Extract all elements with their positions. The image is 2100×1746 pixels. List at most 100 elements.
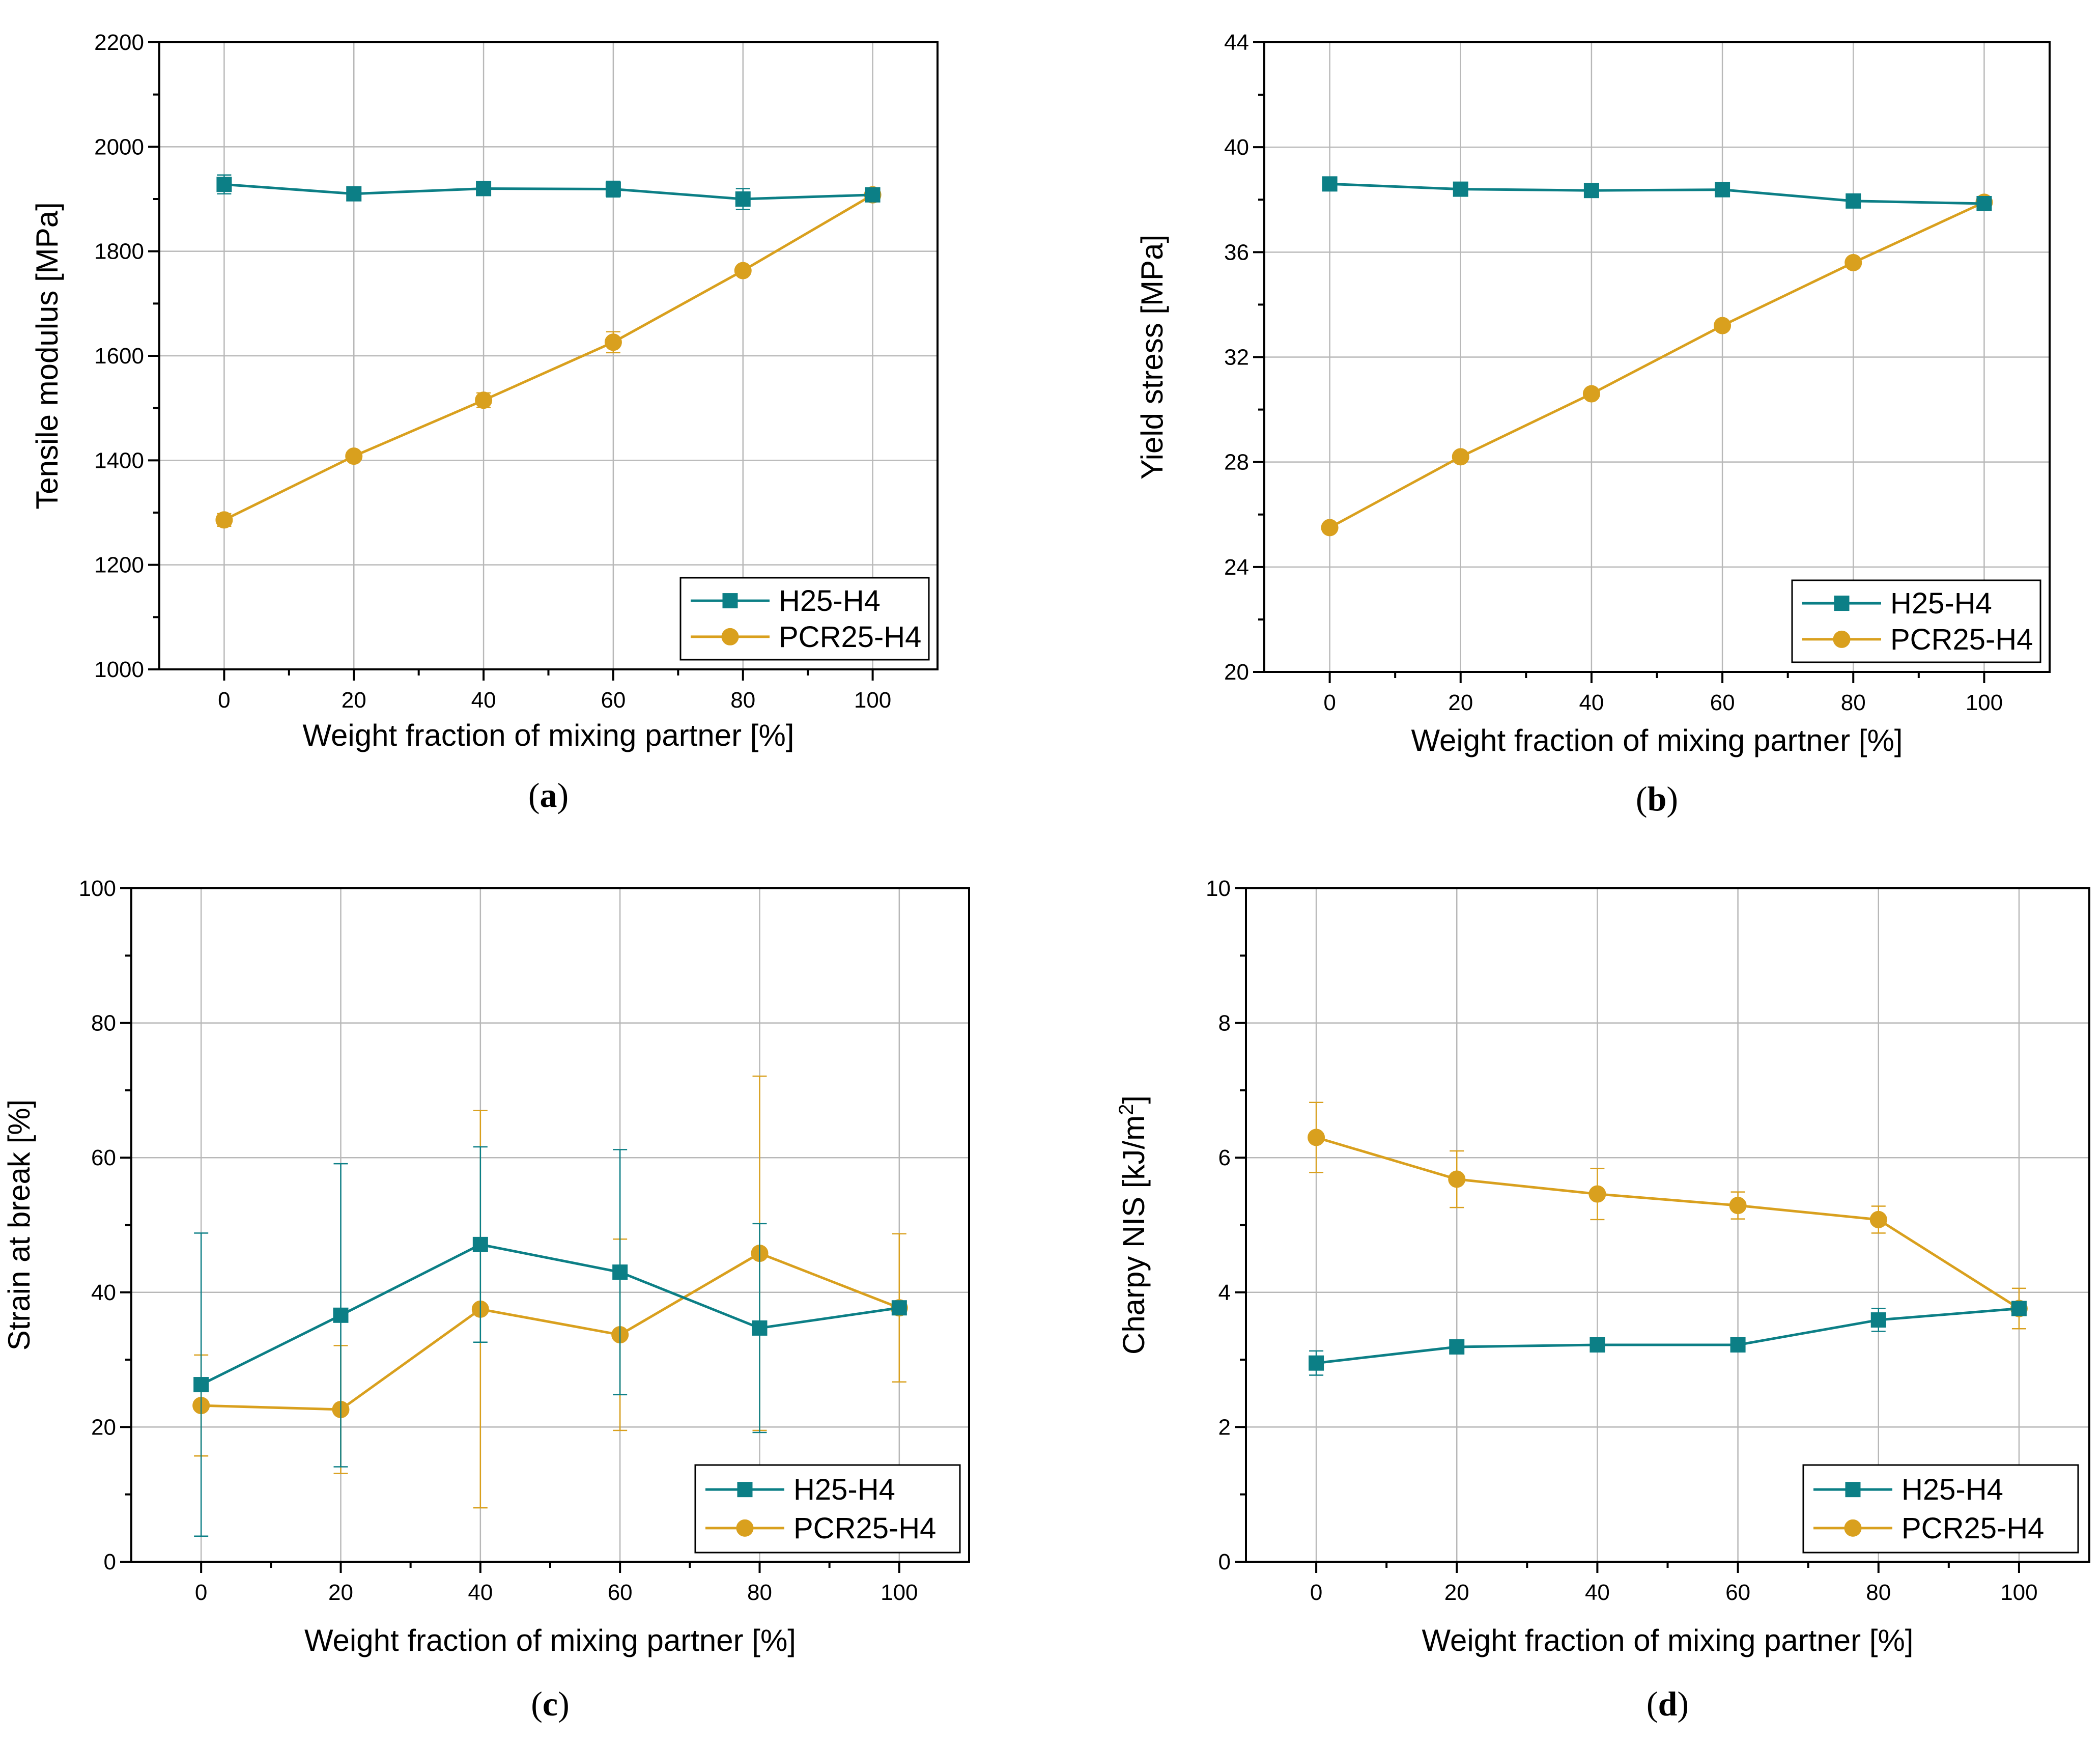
panel-caption-close: ) [557, 776, 569, 814]
data-point [1714, 317, 1732, 334]
legend-marker [721, 628, 739, 645]
y-axis-title: Charpy NIS [kJ/m2] [1115, 1095, 1151, 1355]
x-axis-title: Weight fraction of mixing partner [%] [1422, 1623, 1914, 1657]
y-tick-label: 32 [1224, 345, 1249, 370]
y-tick-label: 1200 [94, 553, 144, 578]
data-point [1448, 1170, 1466, 1188]
data-point [1582, 385, 1600, 403]
x-tick-label: 20 [328, 1580, 353, 1605]
data-point [345, 447, 363, 465]
data-point [472, 1236, 488, 1252]
y-tick-label: 20 [91, 1415, 116, 1440]
data-point [612, 1264, 628, 1280]
legend-box [1802, 1464, 2079, 1554]
series-H25-H4 [1322, 176, 1992, 211]
y-axis-title-main: Charpy NIS [kJ/m [1117, 1115, 1151, 1355]
legend-label: H25-H4 [779, 584, 881, 617]
y-tick-label: 2 [1218, 1415, 1231, 1440]
y-tick-label: 1600 [94, 344, 144, 369]
legend-marker [1834, 596, 1850, 611]
x-tick-label: 100 [881, 1580, 918, 1605]
legend: H25-H4 PCR25-H4 [694, 1464, 961, 1554]
y-tick-label: 60 [91, 1145, 116, 1170]
legend-marker [736, 1519, 754, 1537]
x-tick-label: 40 [1579, 690, 1604, 715]
y-tick-label: 100 [79, 876, 116, 901]
y-axis-title-main: Tensile modulus [MPa] [30, 202, 64, 510]
data-point [1844, 254, 1862, 271]
data-point [605, 181, 621, 197]
panel-caption-letter: d [1658, 1684, 1678, 1723]
data-point [1846, 193, 1861, 209]
series-line [1329, 182, 1984, 205]
series-PCR25-H4 [1308, 1102, 2028, 1330]
y-tick-label: 40 [91, 1280, 116, 1305]
data-point [1583, 183, 1599, 199]
panel-caption-close: ) [1666, 779, 1678, 818]
legend-label: PCR25-H4 [793, 1512, 936, 1545]
data-point [346, 186, 362, 202]
y-tick-label: 4 [1218, 1280, 1231, 1305]
y-tick-label: 0 [1218, 1550, 1231, 1574]
legend: H25-H4 PCR25-H4 [1802, 1464, 2079, 1554]
y-tick-label: 36 [1224, 240, 1249, 265]
y-axis-title-main: Strain at break [%] [2, 1100, 36, 1351]
x-tick-label: 100 [1966, 690, 2003, 715]
y-tick-label: 40 [1224, 135, 1249, 160]
panel-caption-open: ( [528, 776, 540, 814]
y-tick-label: 2000 [94, 134, 144, 159]
panel-caption-close: ) [558, 1684, 570, 1723]
legend-label: PCR25-H4 [779, 621, 921, 654]
data-point [604, 333, 622, 351]
legend-box [1791, 579, 2041, 663]
data-point [1322, 176, 1338, 192]
x-tick-label: 60 [608, 1580, 633, 1605]
data-point [891, 1300, 907, 1316]
legend-box [694, 1464, 961, 1554]
legend-marker [1833, 630, 1851, 648]
x-tick-label: 20 [1448, 690, 1473, 715]
data-point [193, 1377, 209, 1393]
y-tick-label: 28 [1224, 450, 1249, 475]
y-tick-label: 44 [1224, 30, 1249, 55]
data-point [1869, 1210, 1887, 1228]
series-line [1316, 1307, 2020, 1365]
data-point [2011, 1301, 2027, 1316]
y-tick-label: 0 [104, 1550, 116, 1574]
y-tick-label: 1400 [94, 448, 144, 473]
legend: H25-H4 PCR25-H4 [679, 577, 930, 661]
x-tick-label: 40 [1585, 1580, 1610, 1605]
data-point [475, 391, 493, 409]
legend-label: PCR25-H4 [1902, 1512, 2044, 1545]
data-point [1453, 181, 1468, 197]
x-tick-label: 20 [342, 688, 366, 713]
data-point [215, 511, 233, 529]
panel-caption: (d) [1647, 1684, 1689, 1723]
legend-label: H25-H4 [793, 1473, 895, 1506]
series-line [1316, 1136, 2020, 1310]
x-tick-label: 0 [218, 688, 230, 713]
y-axis-title: Strain at break [%] [2, 1100, 36, 1351]
legend-marker [737, 1482, 753, 1498]
data-point [1309, 1355, 1324, 1371]
x-tick-label: 80 [1841, 690, 1866, 715]
series-PCR25-H4 [215, 186, 882, 529]
y-axis-title-superscript: 2 [1115, 1104, 1138, 1115]
y-axis-title-main: Yield stress [MPa] [1135, 235, 1169, 480]
legend-label: H25-H4 [1902, 1473, 2003, 1506]
data-point [216, 177, 232, 192]
panel-caption-letter: a [540, 776, 557, 814]
chart-panel-1: 0 20 40 60 80 100 1000 1200 1400 1600 1800 2000 2200… [30, 30, 939, 814]
x-tick-label: 40 [471, 688, 496, 713]
y-tick-label: 10 [1206, 876, 1231, 901]
y-tick-label: 20 [1224, 660, 1249, 685]
x-tick-label: 80 [730, 688, 755, 713]
series-H25-H4 [193, 1146, 907, 1537]
panel-caption-open: ( [1647, 1684, 1658, 1723]
y-tick-label: 80 [91, 1011, 116, 1036]
plot-frame [130, 887, 970, 1563]
data-point [1870, 1312, 1886, 1328]
legend-label: PCR25-H4 [1890, 623, 2033, 656]
x-tick-label: 60 [1725, 1580, 1750, 1605]
